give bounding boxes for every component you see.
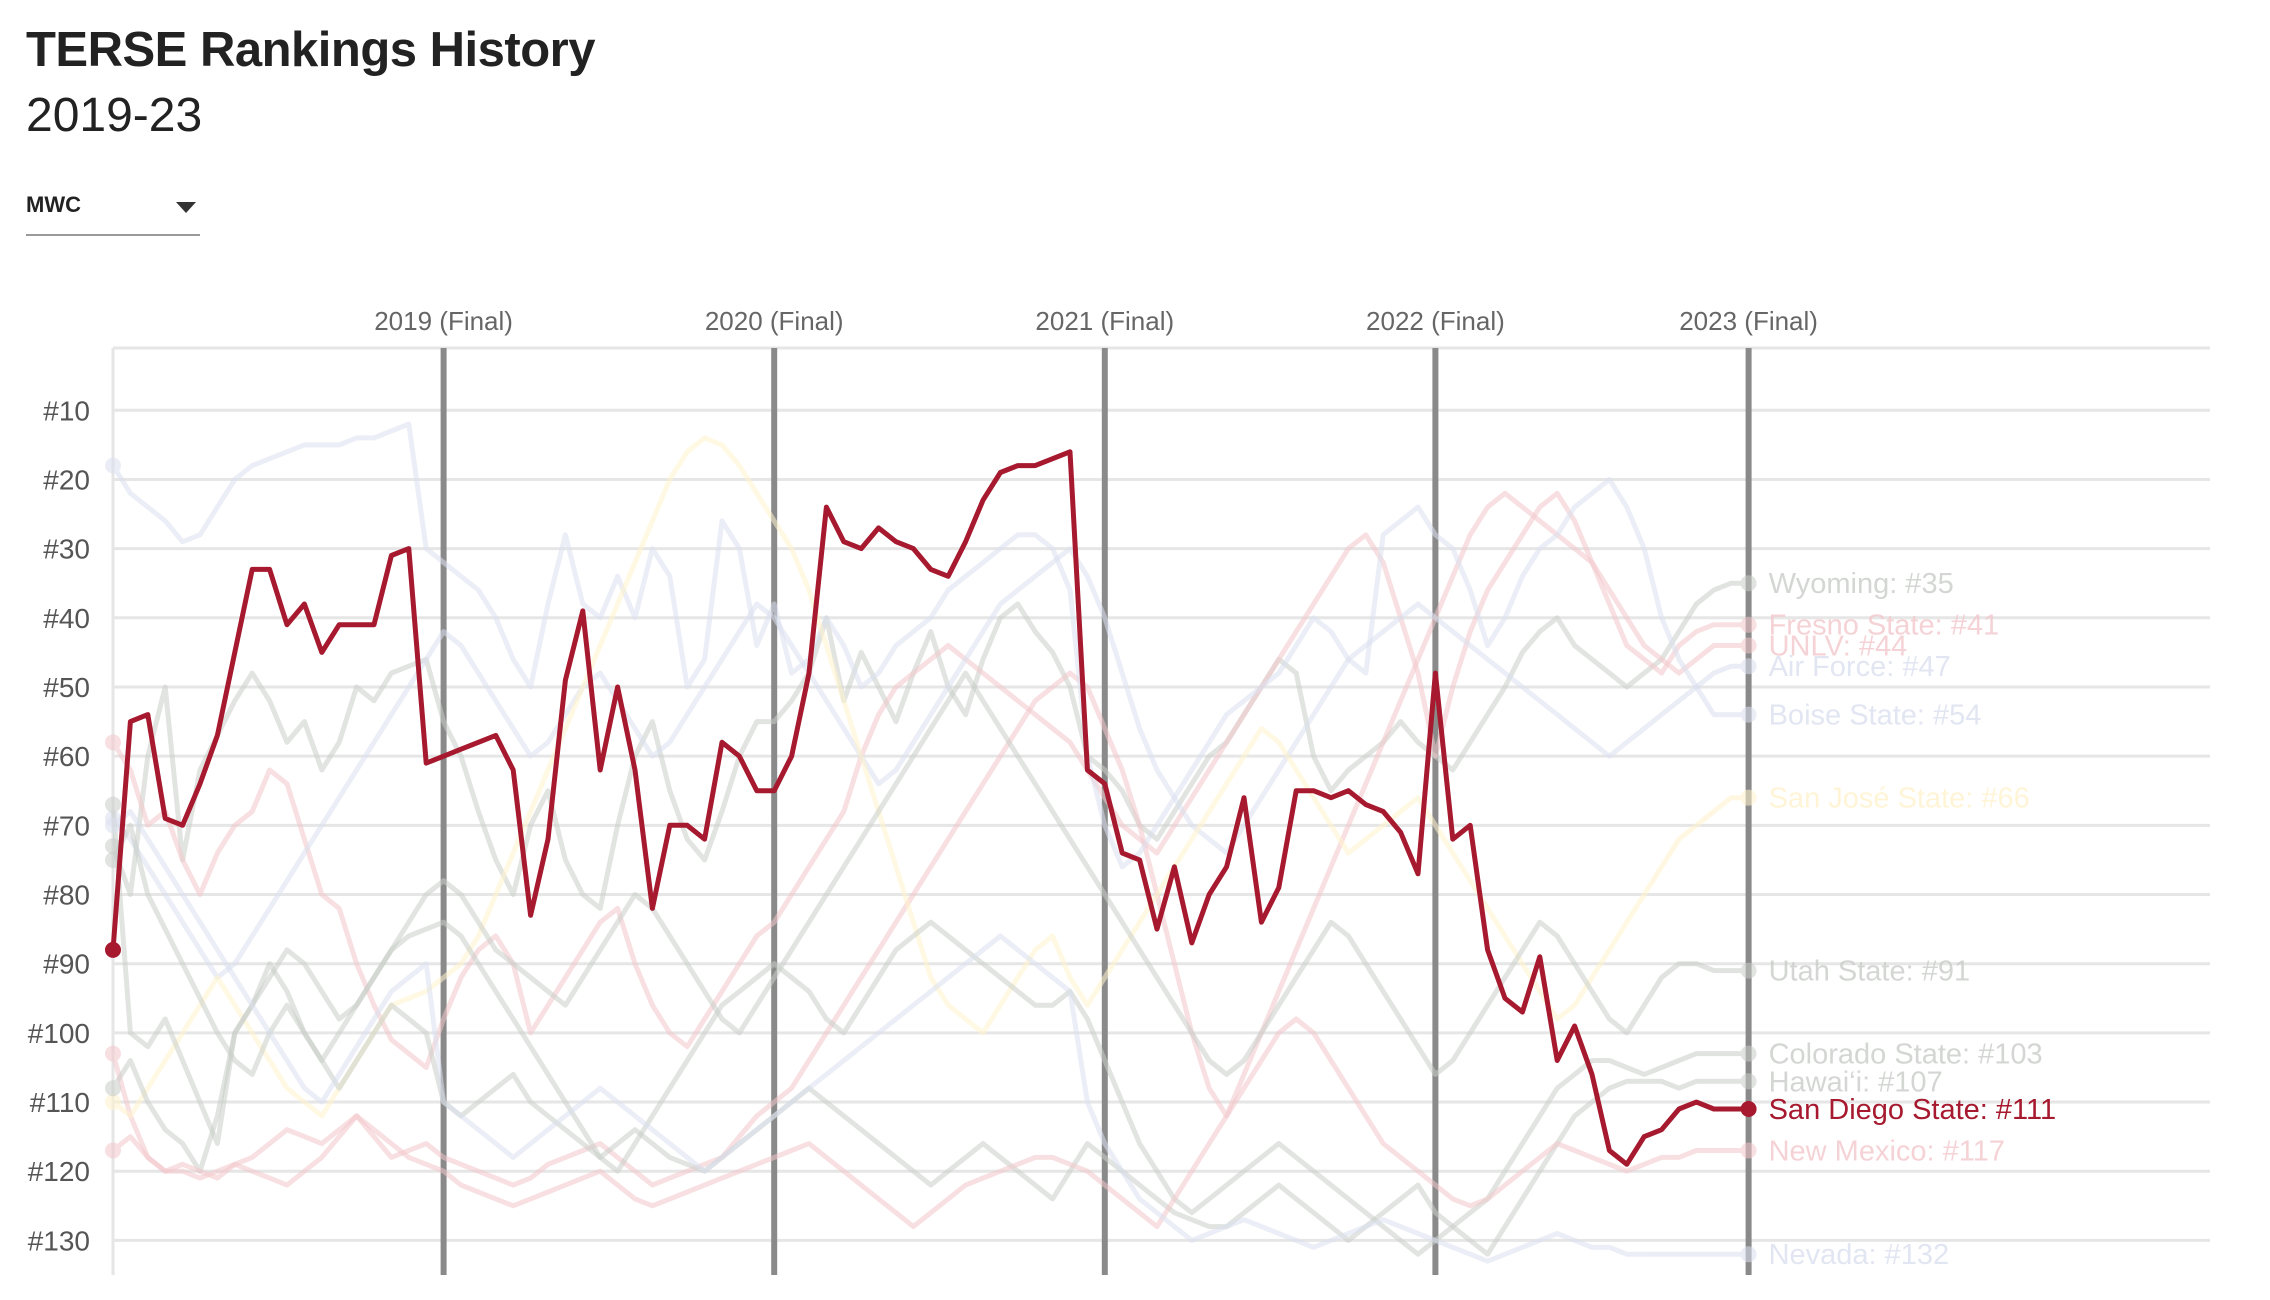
series-end-label: San Diego State: #111 <box>1769 1094 2057 1126</box>
series-end-label: Wyoming: #35 <box>1769 568 1954 600</box>
series-start-point <box>105 796 121 813</box>
season-marker-label: 2023 (Final) <box>1679 306 1818 336</box>
series-end-label: Colorado State: #103 <box>1769 1039 2043 1071</box>
series-line[interactable] <box>105 490 1757 1070</box>
series-end-label: Utah State: #91 <box>1769 956 1971 988</box>
y-tick-label: #70 <box>43 810 90 841</box>
series-end-point <box>1740 1100 1757 1117</box>
series-start-point <box>105 457 121 474</box>
series-end-label: Air Force: #47 <box>1769 651 1951 683</box>
page-subtitle: 2019-23 <box>26 89 203 142</box>
series-start-point <box>105 1080 121 1097</box>
series-end-label: San José State: #66 <box>1769 783 2030 815</box>
conference-select[interactable]: MWC <box>26 188 200 236</box>
series-path <box>110 809 1752 1264</box>
y-tick-label: #100 <box>28 1018 90 1049</box>
series-end-point <box>1740 616 1757 633</box>
series-path <box>110 919 1752 1257</box>
series-start-point <box>105 1045 121 1062</box>
y-tick-label: #90 <box>43 949 90 980</box>
series-line-highlight[interactable] <box>105 449 1757 1167</box>
series-end-label: Fresno State: #41 <box>1769 610 2000 642</box>
series-end-point <box>1740 789 1757 806</box>
series-path <box>110 822 1752 1257</box>
series-end-point <box>1740 1142 1757 1159</box>
y-tick-label: #30 <box>43 534 90 565</box>
series-end-point <box>1740 1246 1757 1263</box>
y-tick-label: #130 <box>28 1225 90 1256</box>
y-tick-label: #120 <box>28 1156 90 1187</box>
series-end-point <box>1740 706 1757 723</box>
series-line[interactable] <box>105 822 1757 1257</box>
series-end-label: UNLV: #44 <box>1769 630 1908 662</box>
series-path <box>110 490 1752 1070</box>
series-start-point <box>105 734 121 751</box>
chevron-down-icon <box>176 202 196 213</box>
series-path <box>110 546 1752 980</box>
series-end-point <box>1740 962 1757 979</box>
season-marker-label: 2019 (Final) <box>374 306 513 336</box>
y-tick-label: #10 <box>43 395 90 426</box>
series-end-label: Hawai‘i: #107 <box>1769 1066 1943 1098</box>
series-path <box>110 670 1752 1147</box>
season-marker-label: 2020 (Final) <box>705 306 844 336</box>
series-end-point <box>1740 1073 1757 1090</box>
series-end-point <box>1740 637 1757 654</box>
series-path <box>110 435 1752 1119</box>
series-end-label: New Mexico: #117 <box>1769 1135 2005 1167</box>
season-marker-label: 2021 (Final) <box>1035 306 1174 336</box>
series-path <box>110 449 1752 1167</box>
y-tick-label: #60 <box>43 741 90 772</box>
season-markers: 2019 (Final) 2020 (Final) 2021 (Final) 2022… <box>374 306 1818 1275</box>
series-line[interactable] <box>105 1016 1757 1230</box>
series-end-label: Boise State: #54 <box>1769 700 1982 732</box>
y-tick-label: #40 <box>43 603 90 634</box>
series-start-point <box>105 817 121 834</box>
series-line[interactable] <box>105 919 1757 1257</box>
series-line[interactable] <box>105 670 1757 1147</box>
series-lines <box>105 421 1757 1264</box>
y-tick-label: #80 <box>43 880 90 911</box>
y-axis-ticks: #10 #20 #30 #40 #50 #60 #70 #80 #90 #100 #110 #120 #… <box>28 395 90 1256</box>
season-marker-label: 2022 (Final) <box>1366 306 1505 336</box>
series-end-point <box>1740 1045 1757 1062</box>
y-tick-label: #50 <box>43 672 90 703</box>
series-start-point <box>105 1094 121 1111</box>
series-path <box>110 580 1752 911</box>
series-end-label: Nevada: #132 <box>1769 1239 1950 1271</box>
series-line[interactable] <box>105 809 1757 1264</box>
page-title: TERSE Rankings History <box>26 23 595 77</box>
series-line[interactable] <box>105 490 1757 1188</box>
series-line[interactable] <box>105 421 1757 870</box>
y-tick-label: #110 <box>30 1087 90 1118</box>
rankings-chart: #10 #20 #30 #40 #50 #60 #70 #80 #90 #100 #110 #120 #… <box>28 306 2210 1275</box>
y-tick-label: #20 <box>43 464 90 495</box>
series-start-point <box>105 851 121 868</box>
series-end-point <box>1740 658 1757 675</box>
series-start-point <box>105 941 121 958</box>
series-start-point <box>105 1142 121 1159</box>
series-path <box>110 421 1752 870</box>
conference-select-value: MWC <box>26 192 81 217</box>
series-path <box>110 1016 1752 1230</box>
series-end-point <box>1740 575 1757 592</box>
series-path <box>110 490 1752 1188</box>
